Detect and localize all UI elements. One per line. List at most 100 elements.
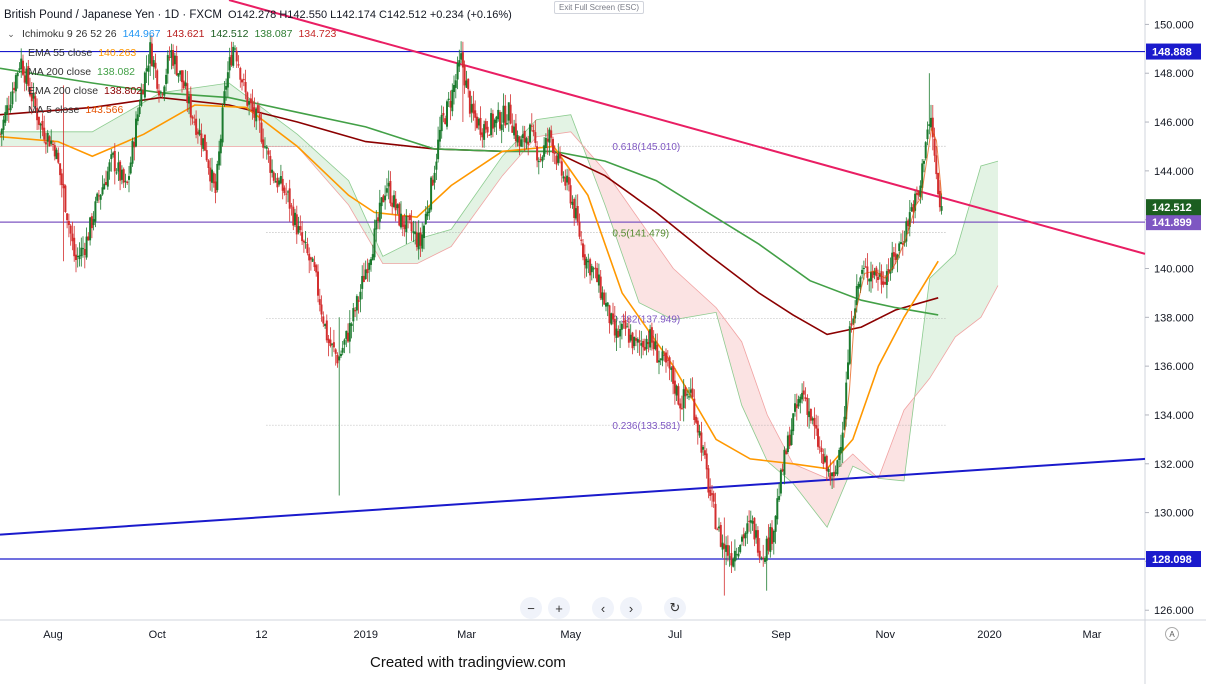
symbol-title[interactable]: British Pound / Japanese Yen · 1D · FXCM [4, 9, 222, 21]
candle-body [781, 469, 784, 472]
y-tick-label: 138.000 [1154, 312, 1194, 324]
candle-body [447, 98, 450, 101]
y-tick-label: 148.000 [1154, 68, 1194, 80]
candle-body [272, 172, 275, 181]
candle-body [730, 553, 733, 566]
chevron-right-icon[interactable]: › [620, 597, 642, 619]
candle-body [476, 116, 478, 128]
chevron-down-icon[interactable]: ⌄ [7, 29, 15, 39]
candle-body [101, 187, 104, 195]
candle-body [4, 111, 7, 123]
candle-body [741, 536, 743, 542]
candle-body [241, 79, 243, 83]
candle-body [871, 271, 874, 278]
chevron-left-icon[interactable]: ‹ [592, 597, 614, 619]
candle-body [306, 243, 309, 254]
candle-body [688, 396, 690, 398]
candle-body [338, 356, 341, 361]
candle-body [267, 150, 270, 155]
candle-body [719, 525, 722, 547]
candle-body [124, 180, 127, 182]
candle-body [415, 232, 418, 248]
candle-body [652, 340, 655, 350]
descending-trendline [228, 0, 1146, 255]
candle-body [924, 142, 927, 159]
candle-body [608, 305, 611, 324]
auto-scale-button[interactable]: A [1165, 627, 1179, 641]
candle-body [230, 55, 233, 66]
candle-body [76, 256, 79, 257]
x-tick-label: Sep [771, 629, 791, 641]
candle-body [562, 176, 565, 179]
candle-body [89, 217, 92, 241]
candle-body [437, 139, 440, 160]
candle-body [242, 79, 245, 81]
candle-body [396, 204, 399, 209]
indicator-row[interactable]: MA 200 close 138.082 [4, 63, 512, 82]
candle-body [850, 323, 853, 326]
candle-body [665, 352, 667, 363]
candle-body [94, 201, 97, 222]
candle-body [755, 530, 758, 538]
candle-body [66, 213, 69, 221]
indicator-row[interactable]: EMA 200 close 138.802 [4, 82, 512, 101]
support-128098-badge [1146, 551, 1201, 568]
candle-body [748, 520, 751, 522]
candle-body [548, 129, 551, 143]
candle-body [527, 141, 530, 145]
candle-body [705, 453, 708, 470]
candle-body [580, 239, 583, 241]
minus-icon[interactable]: − [520, 597, 542, 619]
candle-body [467, 78, 470, 90]
candle-body [119, 161, 122, 181]
candle-body [454, 80, 457, 88]
candle-body [324, 323, 327, 326]
reset-icon[interactable]: ↻ [664, 597, 686, 619]
candle-body [859, 277, 862, 288]
candle-body [131, 140, 134, 164]
candle-body [193, 121, 196, 123]
candle-body [557, 153, 560, 163]
candle-body [612, 313, 614, 320]
candle-body [364, 269, 367, 279]
candle-body [921, 163, 924, 188]
indicator-row[interactable]: ⌄ Ichimoku 9 26 52 26 144.967 143.621 142.51… [4, 25, 512, 44]
candle-body [444, 118, 447, 124]
candle-body [401, 215, 404, 227]
candle-body [357, 299, 360, 302]
candle-body [334, 349, 337, 354]
candle-body [384, 195, 387, 201]
candle-body [629, 334, 632, 341]
candle-body [841, 432, 844, 451]
candle-body [269, 155, 272, 173]
candle-body [896, 254, 899, 260]
watermark: Created with tradingview.com [370, 654, 566, 671]
candle-body [198, 129, 201, 135]
candle-body [569, 185, 572, 204]
candle-body [276, 177, 279, 188]
y-tick-label: 150.000 [1154, 19, 1194, 31]
candle-body [919, 185, 922, 197]
indicator-row[interactable]: EMA 55 close 140.263 [4, 44, 512, 63]
exit-fullscreen-button[interactable]: Exit Full Screen (ESC) [554, 1, 645, 14]
candle-body [574, 208, 577, 219]
candle-body [27, 66, 30, 86]
candle-body [673, 380, 676, 394]
candle-body [610, 313, 613, 325]
candle-body [474, 110, 477, 118]
candle-body [635, 338, 637, 341]
ichimoku-cloud [916, 161, 998, 396]
indicator-row[interactable]: MA 5 close 143.566 [4, 101, 512, 120]
candle-body [253, 107, 256, 118]
candle-body [815, 425, 818, 429]
candle-body [214, 181, 217, 193]
candle-body [417, 232, 420, 250]
candle-body [175, 55, 178, 76]
candle-body [461, 52, 464, 68]
candle-body [228, 57, 231, 71]
plus-icon[interactable]: + [548, 597, 570, 619]
candle-body [320, 304, 323, 315]
candle-body [790, 429, 793, 445]
